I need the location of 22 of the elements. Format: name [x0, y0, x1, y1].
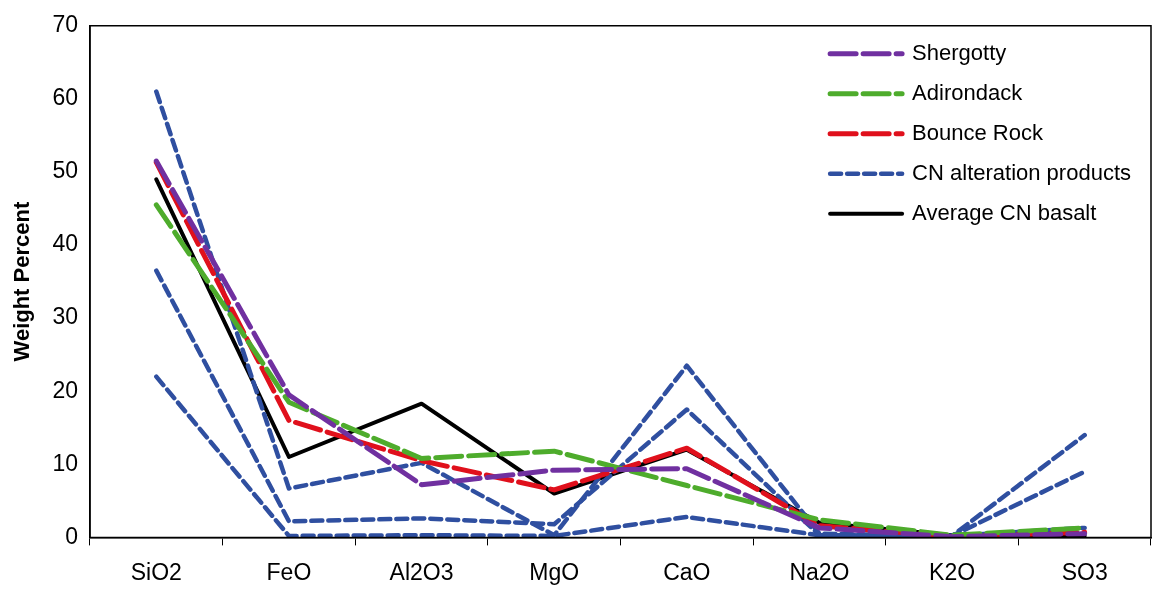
legend-label: Average CN basalt	[912, 199, 1097, 225]
y-tick-label: 30	[52, 303, 78, 330]
legend-label: Adirondack	[912, 79, 1024, 105]
y-tick-label: 10	[52, 449, 78, 476]
x-tick-label: K2O	[929, 558, 976, 585]
x-tick-label: MgO	[529, 558, 580, 585]
y-tick-label: 0	[65, 522, 78, 549]
y-tick-label: 50	[52, 157, 78, 184]
x-tick-label: Al2O3	[389, 558, 454, 585]
y-axis-title: Weight Percent	[9, 201, 35, 362]
y-tick-label: 20	[52, 376, 78, 403]
x-tick-label: SO3	[1061, 558, 1108, 585]
y-tick-label: 40	[52, 230, 78, 257]
y-tick-label: 60	[52, 84, 78, 111]
x-tick-label: Na2O	[789, 558, 850, 585]
legend-label: Shergotty	[912, 39, 1007, 65]
x-tick-label: SiO2	[130, 558, 182, 585]
x-tick-label: CaO	[663, 558, 711, 585]
x-tick-label: FeO	[266, 558, 312, 585]
legend-label: Bounce Rock	[912, 119, 1044, 145]
y-tick-label: 70	[52, 11, 78, 38]
legend-label: CN alteration products	[912, 159, 1132, 185]
